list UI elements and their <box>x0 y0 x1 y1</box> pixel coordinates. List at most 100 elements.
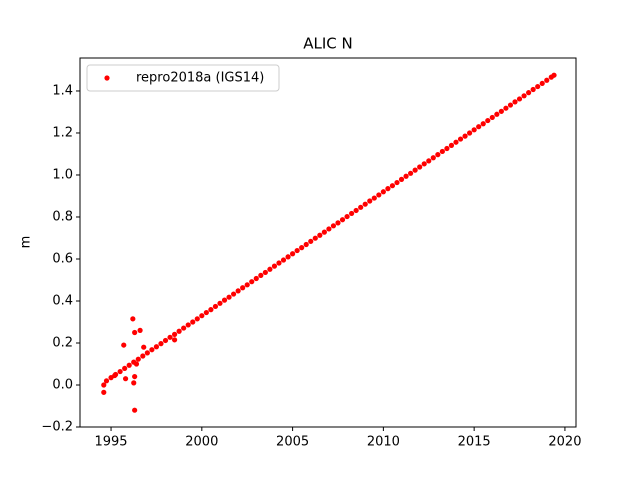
data-point <box>476 124 482 130</box>
x-tick-label: 2000 <box>185 435 218 450</box>
data-point <box>444 145 450 152</box>
data-point <box>439 148 445 155</box>
data-point <box>194 316 200 322</box>
legend: repro2018a (IGS14) <box>86 64 280 92</box>
data-point <box>448 142 455 148</box>
y-tick-label: 0.8 <box>52 209 73 224</box>
data-point <box>158 341 164 347</box>
data-point <box>535 83 541 90</box>
data-point <box>512 99 518 105</box>
y-tick-label: 0.4 <box>52 293 73 308</box>
y-axis-label: m <box>19 236 34 249</box>
data-point <box>235 288 241 294</box>
data-point <box>253 275 259 282</box>
data-point <box>171 337 178 343</box>
data-point <box>132 407 138 413</box>
x-tick-label: 2020 <box>548 435 581 450</box>
data-point <box>551 72 557 78</box>
y-tick-label: 0.2 <box>52 335 73 350</box>
data-point <box>249 279 255 285</box>
data-point <box>308 238 314 244</box>
data-point <box>276 260 282 266</box>
data-point <box>362 201 368 207</box>
data-point <box>112 372 118 379</box>
data-point <box>230 291 237 297</box>
data-point <box>339 217 346 223</box>
data-point <box>135 356 141 362</box>
data-point <box>126 362 132 368</box>
data-point <box>167 334 173 340</box>
data-point <box>258 272 264 278</box>
data-point <box>544 77 550 83</box>
data-point <box>462 133 468 139</box>
data-point <box>494 111 500 117</box>
data-point <box>289 251 296 257</box>
y-tick-label: 1.0 <box>52 167 73 182</box>
data-point <box>457 136 464 142</box>
data-point <box>133 361 140 367</box>
data-point <box>149 347 155 353</box>
data-point <box>380 189 386 195</box>
data-point <box>330 223 337 229</box>
data-point <box>262 269 268 276</box>
data-point <box>221 297 228 303</box>
x-tick-label: 2010 <box>367 435 400 450</box>
data-point <box>326 226 332 232</box>
data-point <box>101 389 107 395</box>
data-point <box>141 344 147 350</box>
data-point <box>199 313 205 319</box>
data-point <box>131 380 137 386</box>
data-point <box>412 167 418 173</box>
data-point <box>312 235 318 241</box>
data-point <box>122 365 128 372</box>
axes-frame <box>79 57 577 428</box>
data-point <box>153 344 160 350</box>
data-point <box>321 229 327 235</box>
data-point <box>217 300 223 306</box>
chart-title: ALIC N <box>303 35 353 53</box>
data-point <box>212 303 219 310</box>
data-point <box>335 220 341 226</box>
data-point <box>190 319 196 325</box>
data-point <box>132 329 138 336</box>
data-point <box>117 368 123 375</box>
y-tick-label: −0.2 <box>41 420 73 435</box>
data-point <box>299 245 305 251</box>
data-point <box>398 176 405 182</box>
data-point <box>467 130 473 136</box>
data-point <box>285 254 291 260</box>
x-tick-label: 1995 <box>94 435 127 450</box>
data-point <box>539 80 545 87</box>
data-point <box>203 309 209 316</box>
data-point <box>376 192 382 198</box>
legend-marker <box>104 75 110 81</box>
data-point <box>421 161 427 167</box>
data-point <box>144 350 150 356</box>
data-point <box>130 316 136 322</box>
y-tick-label: 0.6 <box>52 251 73 266</box>
y-tick-label: 0.0 <box>52 377 73 392</box>
data-point <box>162 337 169 344</box>
data-point <box>435 152 441 158</box>
data-point <box>371 195 377 201</box>
data-point <box>140 353 146 359</box>
data-point <box>385 186 391 192</box>
x-tick-label: 2015 <box>458 435 491 450</box>
data-point <box>503 105 509 111</box>
data-point <box>171 331 178 337</box>
data-point <box>349 210 355 217</box>
data-point <box>267 266 273 272</box>
y-tick-label: 1.2 <box>52 125 73 140</box>
data-point <box>244 282 250 288</box>
data-point <box>498 108 504 114</box>
data-point <box>303 241 309 248</box>
data-point <box>271 263 278 269</box>
data-point <box>485 117 491 124</box>
data-point <box>526 90 532 96</box>
data-point <box>453 139 459 145</box>
x-tick-label: 2005 <box>276 435 309 450</box>
data-point <box>403 173 409 179</box>
data-point <box>389 183 396 189</box>
data-point <box>137 327 143 333</box>
